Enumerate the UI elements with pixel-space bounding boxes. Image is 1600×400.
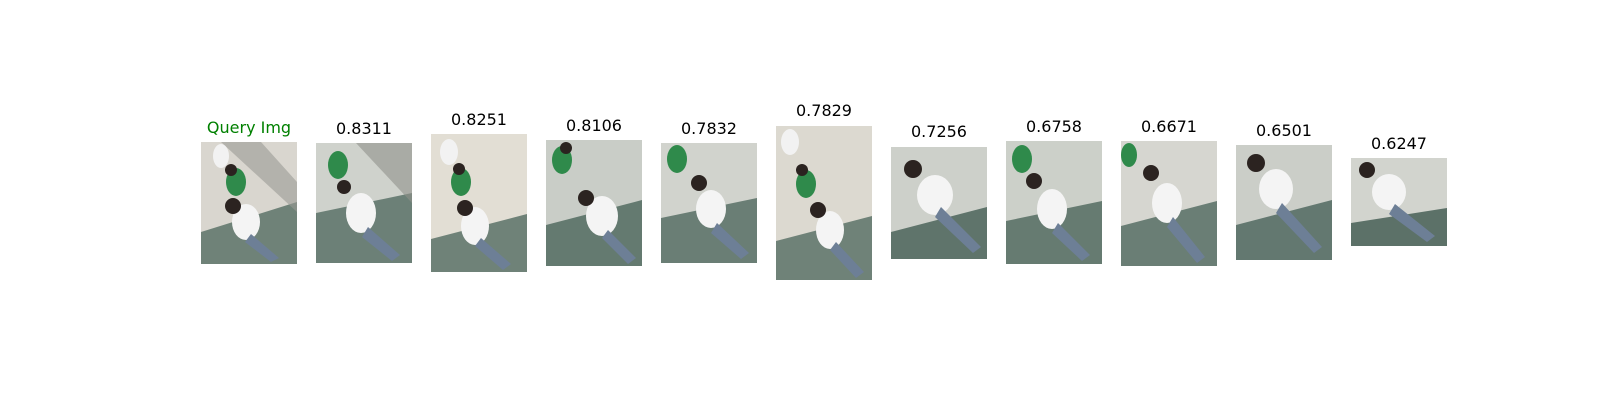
similarity-score: 0.6671: [1141, 117, 1197, 136]
similarity-score: 0.8251: [451, 110, 507, 129]
result-image: [546, 140, 642, 266]
result-image: [776, 126, 872, 280]
similarity-score: 0.8311: [336, 119, 392, 138]
similarity-score: 0.7256: [911, 122, 967, 141]
result-image: [1006, 141, 1102, 264]
result-image: [1351, 158, 1447, 246]
similarity-score: 0.8106: [566, 116, 622, 135]
result-image: [1236, 145, 1332, 260]
result-image: [661, 143, 757, 263]
similarity-score: 0.6247: [1371, 134, 1427, 153]
similarity-score: 0.7829: [796, 101, 852, 120]
result-image: [431, 134, 527, 272]
similarity-score: 0.6501: [1256, 121, 1312, 140]
query-label: Query Img: [206, 118, 292, 137]
similarity-score: 0.7832: [681, 119, 737, 138]
result-image: [316, 143, 412, 263]
result-image: [1121, 141, 1217, 266]
similarity-score: 0.6758: [1026, 117, 1082, 136]
result-image: [891, 147, 987, 259]
query-image: [201, 142, 297, 264]
